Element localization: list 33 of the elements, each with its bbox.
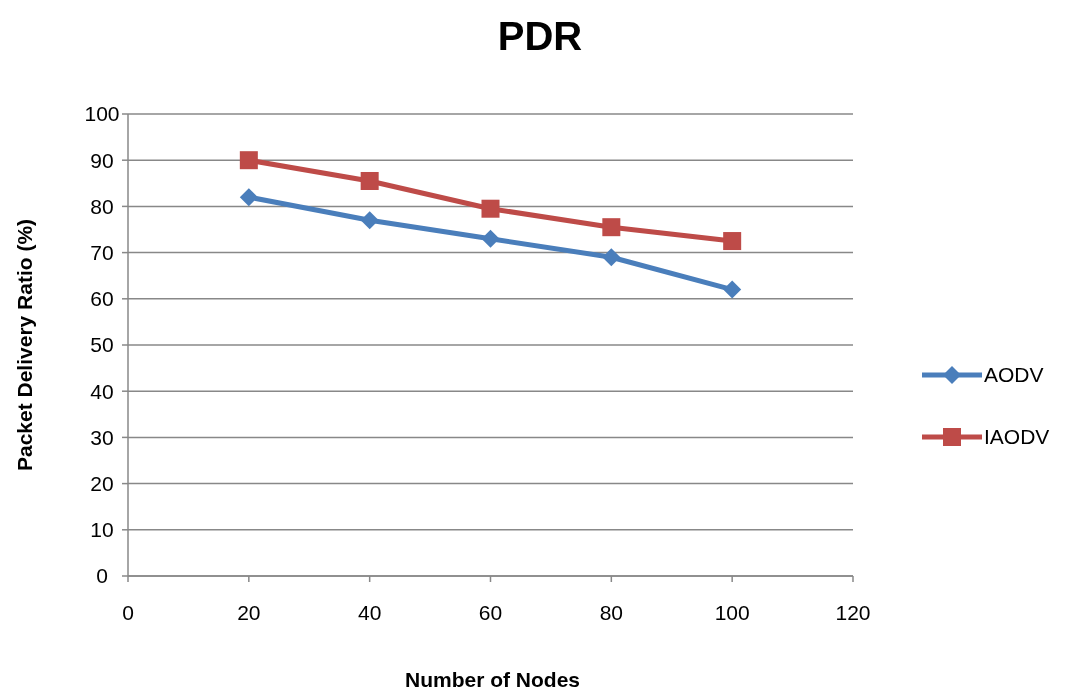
x-tick-label: 40	[357, 601, 382, 624]
y-tick-label: 100	[84, 102, 120, 126]
y-tick-label: 90	[90, 148, 114, 172]
y-tick-label: 70	[90, 240, 114, 264]
y-tick-label: 80	[90, 194, 114, 218]
point	[723, 280, 742, 299]
point	[360, 171, 379, 190]
chart-title: PDR	[497, 14, 583, 58]
point	[239, 188, 258, 207]
x-tick-label: 80	[599, 601, 624, 624]
x-tick-label: 0	[122, 601, 134, 624]
y-tick-label: 50	[90, 333, 114, 357]
y-tick-label: 0	[96, 564, 108, 588]
y-tick-label: 30	[90, 425, 114, 449]
point	[239, 151, 258, 170]
x-tick-label: 60	[478, 601, 503, 624]
y-tick-label: 20	[90, 471, 114, 495]
x-tick-label: 100	[714, 601, 750, 624]
y-tick-label: 10	[90, 518, 114, 542]
point	[360, 211, 379, 230]
legend-label: IAODV	[984, 425, 1050, 449]
y-tick-label: 40	[90, 379, 114, 403]
point	[602, 248, 621, 267]
legend-label: AODV	[984, 363, 1044, 387]
y-axis-title: Packet Delivery Ratio (%)	[13, 218, 36, 472]
x-tick-label: 120	[835, 601, 871, 624]
point	[602, 218, 621, 237]
point	[723, 232, 742, 251]
point	[481, 229, 500, 248]
x-axis-title: Number of Nodes	[404, 668, 581, 691]
x-tick-label: 20	[237, 601, 261, 624]
point	[481, 199, 500, 218]
y-tick-label: 60	[90, 287, 114, 311]
